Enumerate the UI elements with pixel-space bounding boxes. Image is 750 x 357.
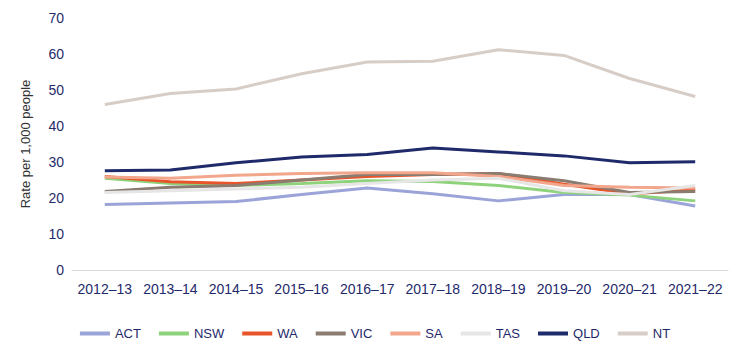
svg-text:TAS: TAS bbox=[496, 326, 521, 341]
svg-text:2021–22: 2021–22 bbox=[668, 281, 723, 297]
svg-text:2015–16: 2015–16 bbox=[274, 281, 329, 297]
svg-text:50: 50 bbox=[48, 82, 64, 98]
svg-text:Rate per 1,000 people: Rate per 1,000 people bbox=[18, 80, 33, 209]
svg-text:WA: WA bbox=[277, 326, 298, 341]
svg-text:ACT: ACT bbox=[115, 326, 141, 341]
svg-text:2016–17: 2016–17 bbox=[340, 281, 395, 297]
svg-text:20: 20 bbox=[48, 190, 64, 206]
svg-text:2012–13: 2012–13 bbox=[78, 281, 133, 297]
svg-text:VIC: VIC bbox=[351, 326, 373, 341]
svg-text:2013–14: 2013–14 bbox=[143, 281, 198, 297]
svg-text:2017–18: 2017–18 bbox=[406, 281, 461, 297]
svg-text:SA: SA bbox=[425, 326, 443, 341]
svg-text:2019–20: 2019–20 bbox=[537, 281, 592, 297]
svg-text:0: 0 bbox=[56, 262, 64, 278]
svg-text:QLD: QLD bbox=[573, 326, 600, 341]
svg-text:2014–15: 2014–15 bbox=[209, 281, 264, 297]
svg-text:40: 40 bbox=[48, 118, 64, 134]
svg-text:2018–19: 2018–19 bbox=[471, 281, 526, 297]
svg-text:30: 30 bbox=[48, 154, 64, 170]
svg-text:2020–21: 2020–21 bbox=[602, 281, 657, 297]
svg-text:10: 10 bbox=[48, 226, 64, 242]
svg-text:70: 70 bbox=[48, 10, 64, 26]
svg-text:NSW: NSW bbox=[194, 326, 225, 341]
svg-text:NT: NT bbox=[653, 326, 670, 341]
svg-text:60: 60 bbox=[48, 46, 64, 62]
